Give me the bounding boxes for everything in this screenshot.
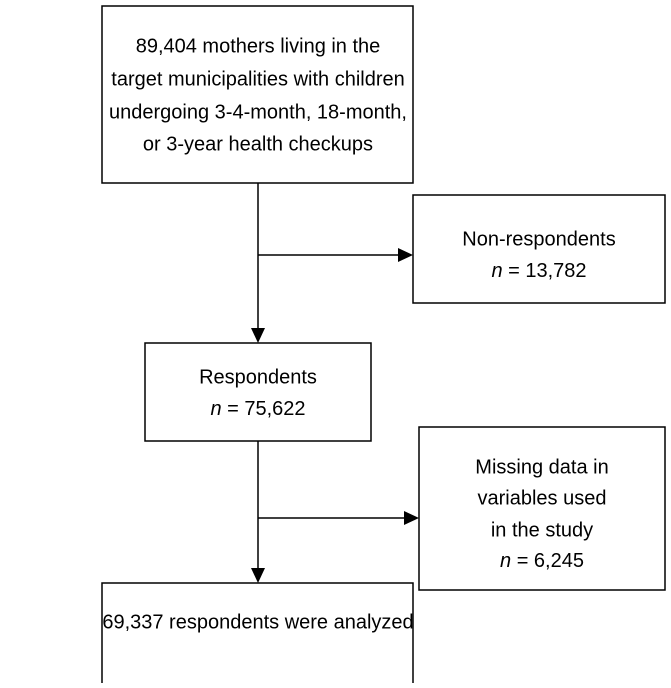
arrowhead: [404, 511, 419, 525]
box: [101, 5, 414, 184]
count: = 6,245: [511, 550, 584, 572]
box-text: Non-respondents: [462, 228, 615, 250]
box: [418, 426, 666, 591]
box-text: 89,404 mothers living in the: [136, 35, 381, 57]
arrowhead: [251, 568, 265, 583]
symbol: n: [210, 398, 221, 420]
box: [412, 194, 666, 304]
count-text: n = 6,245: [500, 550, 584, 572]
count: = 13,782: [503, 260, 587, 282]
arrowhead: [251, 328, 265, 343]
count-text: n = 75,622: [210, 398, 305, 420]
symbol: n: [500, 550, 511, 572]
box-text: or 3-year health checkups: [143, 133, 373, 155]
count: = 75,622: [222, 398, 306, 420]
box-text: Respondents: [199, 366, 317, 388]
box: [144, 342, 372, 442]
count-text: n = 13,782: [491, 260, 586, 282]
box-text: 69,337 respondents were analyzed: [102, 611, 413, 633]
box-text: target municipalities with children: [111, 68, 404, 90]
box-text: variables used: [478, 487, 607, 509]
box: [101, 582, 414, 688]
box-text: in the study: [491, 519, 593, 541]
box-text: undergoing 3-4-month, 18-month,: [109, 101, 407, 123]
arrowhead: [398, 248, 413, 262]
box-text: Missing data in: [475, 456, 608, 478]
symbol: n: [491, 260, 502, 282]
